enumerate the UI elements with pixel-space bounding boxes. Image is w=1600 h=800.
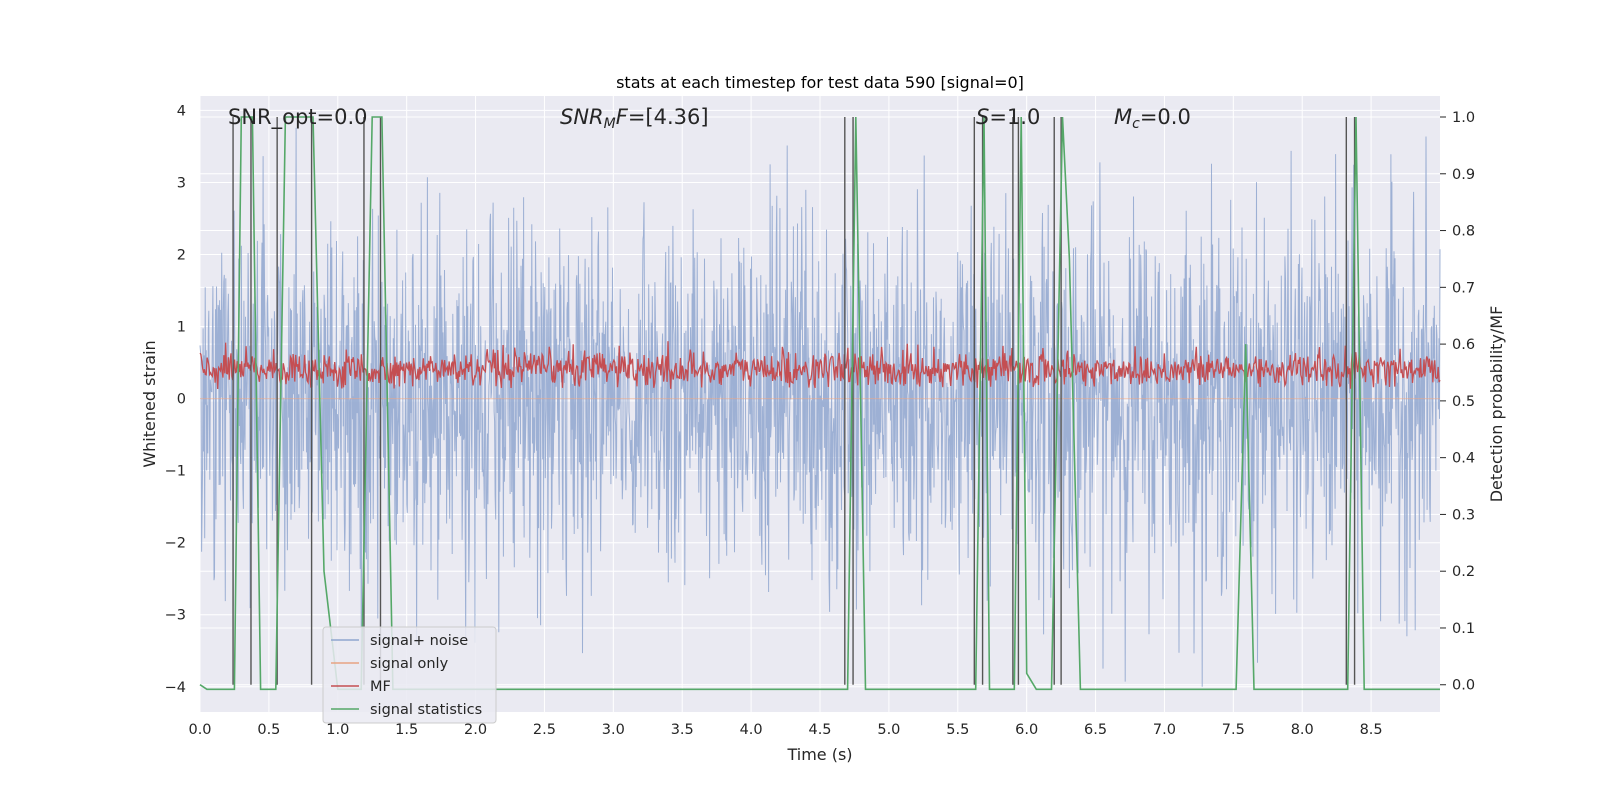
legend-label-mf: MF	[370, 679, 391, 695]
y-right-tick-label: 0.0	[1452, 678, 1475, 694]
x-tick-label: 1.0	[326, 722, 349, 738]
x-tick-label: 0.5	[257, 722, 280, 738]
x-tick-label: 6.0	[1015, 722, 1038, 738]
x-tick-label: 7.0	[1153, 722, 1176, 738]
y-right-tick-label: 0.7	[1452, 280, 1475, 296]
y-right-tick-label: 0.8	[1452, 224, 1475, 240]
annotation-snr-mf-sub: M	[604, 116, 616, 132]
annotation-mc-label: M	[1114, 105, 1132, 129]
y-right-tick-label: 0.9	[1452, 167, 1475, 183]
annotation-s-value: =1.0	[989, 105, 1040, 129]
chart-title: stats at each timestep for test data 590…	[616, 73, 1024, 92]
annotation-snr-opt: SNR_opt=0.0	[228, 105, 368, 130]
mf-series	[199, 341, 1441, 390]
annotation-snr-mf-f: F	[616, 105, 629, 129]
y-left-tick-label: 3	[177, 175, 186, 191]
y-left-tick-label: −1	[165, 464, 186, 480]
signal-noise-series	[199, 127, 1441, 687]
y-right-tick-label: 0.2	[1452, 564, 1475, 580]
legend: signal+ noise signal only MF signal stat…	[322, 626, 497, 724]
legend-label-signal-noise: signal+ noise	[370, 633, 468, 649]
x-tick-label: 0.0	[188, 722, 211, 738]
y-right-tick-label: 0.1	[1452, 621, 1475, 637]
y-left-tick-label: 2	[177, 248, 186, 264]
legend-box	[322, 626, 497, 724]
annotation-mc-value: =0.0	[1140, 105, 1191, 129]
x-axis-ticks: 0.0 0.5 1.0 1.5 2.0 2.5 3.0 3.5 4.0 4.5 5.0 5.5 6.0 6…	[188, 722, 1382, 738]
annotation-snr-mf-label: SNR	[560, 105, 604, 129]
signal-statistics-line	[199, 116, 1440, 691]
signal-noise-line	[199, 127, 1441, 687]
y-right-tick-label: 0.3	[1452, 507, 1475, 523]
annotation-s: S=1.0	[976, 105, 1040, 129]
y-left-tick-label: −4	[165, 680, 186, 696]
x-tick-label: 3.5	[671, 722, 694, 738]
y-right-tick-label: 0.4	[1452, 451, 1475, 467]
x-tick-label: 8.5	[1360, 722, 1383, 738]
mf-line	[199, 341, 1441, 390]
x-tick-label: 2.5	[533, 722, 556, 738]
x-tick-label: 4.5	[808, 722, 831, 738]
x-tick-label: 4.0	[740, 722, 763, 738]
x-tick-label: 1.5	[395, 722, 418, 738]
x-axis-label: Time (s)	[786, 745, 852, 764]
x-tick-label: 2.0	[464, 722, 487, 738]
legend-label-signal-statistics: signal statistics	[370, 702, 482, 718]
y-right-tick-label: 0.5	[1452, 394, 1475, 410]
y-axis-left-ticks: −4 −3 −2 −1 0 1 2 3 4	[165, 103, 186, 695]
y-left-tick-label: 0	[177, 392, 186, 408]
y-right-tick-label: 0.6	[1452, 337, 1475, 353]
y-axis-right-ticks: 0.0 0.1 0.2 0.3 0.4 0.5 0.6 0.7 0.8 0.9 1.0	[1440, 110, 1475, 694]
y-left-tick-label: 1	[177, 320, 186, 336]
x-tick-label: 7.5	[1222, 722, 1245, 738]
legend-label-signal-only: signal only	[370, 656, 449, 672]
x-tick-label: 5.0	[877, 722, 900, 738]
x-tick-label: 6.5	[1084, 722, 1107, 738]
y-left-tick-label: −2	[165, 536, 186, 552]
annotation-snr-mf-value: =[4.36]	[628, 105, 709, 129]
y-axis-right-label: Detection probability/MF	[1487, 306, 1506, 503]
y-right-tick-label: 1.0	[1452, 110, 1475, 126]
annotation-snr-mf: SNRMF=[4.36]	[560, 105, 709, 132]
x-tick-label: 5.5	[946, 722, 969, 738]
y-axis-left-label: Whitened strain	[140, 340, 159, 467]
y-left-tick-label: 4	[177, 103, 186, 119]
annotation-s-label: S	[976, 105, 989, 129]
y-left-tick-label: −3	[165, 608, 186, 624]
annotation-mc: Mc=0.0	[1114, 105, 1191, 132]
annotation-mc-sub: c	[1132, 116, 1140, 132]
signal-statistics-series	[199, 116, 1440, 691]
x-tick-label: 3.0	[602, 722, 625, 738]
x-tick-label: 8.0	[1291, 722, 1314, 738]
